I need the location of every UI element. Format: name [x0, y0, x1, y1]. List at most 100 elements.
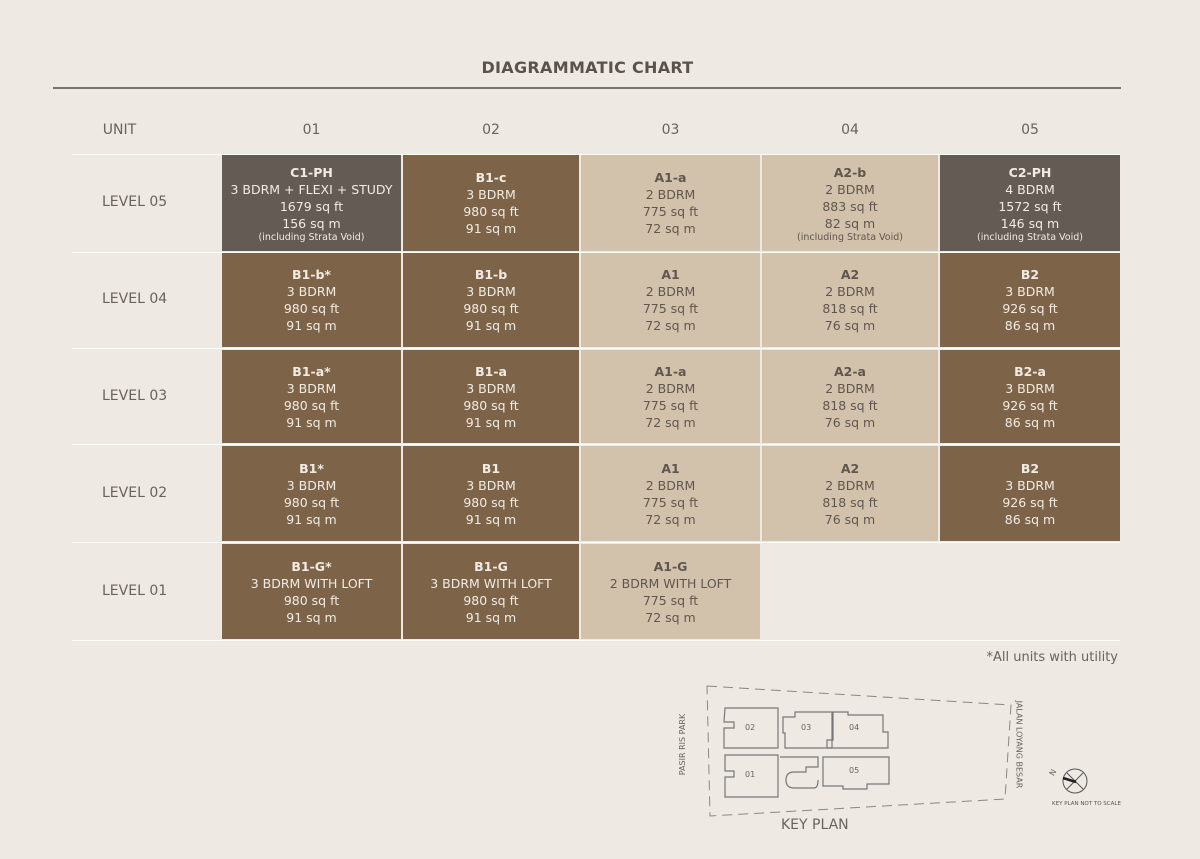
- unit-type: 2 BDRM: [825, 380, 875, 396]
- unit-type: 2 BDRM: [825, 284, 875, 299]
- north-arrow-icon: [1062, 768, 1088, 794]
- road-label-left: PASIR RIS PARK: [678, 713, 688, 776]
- unit-cell: A1 2 BDRM 775 sq ft 72 sq m: [581, 446, 760, 541]
- unit-cell: A2-b 2 BDRM 883 sq ft 82 sq m (including Str…: [762, 155, 938, 251]
- key-plan-label: KEY PLAN: [781, 817, 849, 833]
- unit-type: 2 BDRM: [645, 477, 696, 493]
- unit-code: A1: [661, 460, 680, 476]
- key-plan-diagram: [706, 685, 1012, 817]
- unit-sqm: 76 sq m: [824, 511, 876, 527]
- unit-code: B1*: [299, 460, 324, 476]
- unit-type: 3 BDRM: [466, 187, 516, 202]
- unit-cell: B1-b 3 BDRM 980 sq ft 91 sq m: [403, 253, 579, 347]
- unit-sqm: 91 sq m: [286, 511, 337, 527]
- unit-code: C1-PH: [290, 164, 333, 180]
- road-label-right: JALAN LOYANG BESAR: [1014, 700, 1024, 789]
- unit-type: 3 BDRM WITH LOFT: [430, 575, 552, 591]
- unit-block-05: [822, 756, 890, 790]
- column-header: 02: [482, 122, 500, 138]
- unit-sqft: 775 sq ft: [642, 592, 699, 608]
- unit-sqft: 926 sq ft: [1002, 494, 1058, 510]
- unit-sqft: 980 sq ft: [463, 592, 519, 608]
- unit-cell: B1* 3 BDRM 980 sq ft 91 sq m: [222, 446, 401, 541]
- unit-cell: B1-a* 3 BDRM 980 sq ft 91 sq m: [222, 350, 401, 443]
- unit-sqft: 980 sq ft: [283, 592, 340, 608]
- unit-code: B1-a*: [292, 363, 331, 379]
- key-plan-unit-label: 01: [745, 770, 756, 779]
- unit-type: 2 BDRM: [645, 380, 696, 396]
- unit-sqft: 980 sq ft: [283, 397, 340, 413]
- unit-sqft: 980 sq ft: [283, 494, 340, 510]
- unit-sqm: 91 sq m: [286, 609, 337, 625]
- unit-sqm: 86 sq m: [1004, 511, 1056, 527]
- unit-sqft: 926 sq ft: [1002, 301, 1058, 316]
- unit-cell: B2 3 BDRM 926 sq ft 86 sq m: [940, 253, 1120, 347]
- unit-note: (including Strata Void): [258, 231, 365, 243]
- unit-cell: B1 3 BDRM 980 sq ft 91 sq m: [403, 446, 579, 541]
- unit-code: A1: [661, 267, 680, 282]
- unit-code: B1-a: [475, 363, 507, 379]
- unit-sqft: 1572 sq ft: [998, 198, 1062, 214]
- site-boundary: [706, 685, 1012, 817]
- unit-type: 3 BDRM WITH LOFT: [250, 575, 373, 591]
- unit-sqm: 86 sq m: [1004, 414, 1056, 430]
- unit-cell: B1-G 3 BDRM WITH LOFT 980 sq ft 91 sq m: [403, 544, 579, 639]
- unit-cell: B1-a 3 BDRM 980 sq ft 91 sq m: [403, 350, 579, 443]
- unit-sqm: 156 sq m: [282, 215, 341, 231]
- unit-sqft: 818 sq ft: [822, 494, 878, 510]
- unit-sqm: 91 sq m: [465, 414, 517, 430]
- unit-sqft: 980 sq ft: [463, 301, 519, 316]
- column-header: 05: [1021, 122, 1039, 138]
- unit-cell: C2-PH 4 BDRM 1572 sq ft 146 sq m (including …: [940, 155, 1120, 251]
- unit-cell: A1-G 2 BDRM WITH LOFT 775 sq ft 72 sq m: [581, 544, 760, 639]
- unit-sqft: 775 sq ft: [642, 204, 699, 219]
- unit-note: (including Strata Void): [977, 231, 1083, 243]
- unit-code: A2: [840, 267, 860, 282]
- unit-type: 2 BDRM: [825, 477, 875, 493]
- unit-sqm: 72 sq m: [645, 318, 696, 333]
- unit-type: 3 BDRM: [466, 380, 516, 396]
- unit-sqft: 980 sq ft: [283, 301, 340, 316]
- unit-sqft: 1679 sq ft: [279, 198, 344, 214]
- unit-sqm: 91 sq m: [465, 221, 517, 236]
- scale-note: KEY PLAN NOT TO SCALE: [1052, 801, 1121, 807]
- unit-type: 4 BDRM: [1005, 181, 1055, 197]
- unit-sqft: 775 sq ft: [642, 494, 699, 510]
- unit-code: A1-a: [654, 363, 687, 379]
- unit-sqm: 72 sq m: [645, 609, 696, 625]
- footnote: *All units with utility: [986, 650, 1118, 665]
- column-header: 04: [841, 122, 859, 138]
- unit-code: B1-G*: [291, 558, 332, 574]
- unit-sqm: 91 sq m: [286, 414, 337, 430]
- unit-cell: A1-a 2 BDRM 775 sq ft 72 sq m: [581, 155, 760, 251]
- level-label: LEVEL 04: [102, 291, 168, 307]
- unit-sqm: 86 sq m: [1004, 318, 1056, 333]
- unit-code: B1-b*: [292, 267, 331, 282]
- column-header: 01: [302, 122, 321, 138]
- unit-cell: B2 3 BDRM 926 sq ft 86 sq m: [940, 446, 1120, 541]
- unit-type: 3 BDRM: [286, 380, 337, 396]
- key-plan-unit-label: 05: [849, 766, 860, 775]
- level-label: LEVEL 01: [102, 582, 168, 599]
- unit-code: A2-a: [834, 363, 866, 379]
- unit-type: 2 BDRM WITH LOFT: [609, 575, 732, 591]
- unit-type: 2 BDRM: [645, 284, 696, 299]
- unit-type: 3 BDRM: [466, 477, 516, 493]
- unit-sqft: 980 sq ft: [463, 494, 519, 510]
- unit-code: B2: [1020, 267, 1040, 282]
- unit-sqm: 91 sq m: [286, 318, 337, 333]
- unit-code: B1: [481, 460, 501, 476]
- level-label: LEVEL 05: [102, 194, 168, 210]
- unit-block-01: [724, 754, 779, 798]
- unit-type: 2 BDRM: [825, 181, 875, 197]
- page-title: DIAGRAMMATIC CHART: [481, 58, 694, 77]
- level-label: LEVEL 03: [102, 387, 168, 404]
- unit-cell: A1-a 2 BDRM 775 sq ft 72 sq m: [581, 350, 760, 443]
- row-divider: [72, 640, 1120, 641]
- unit-type: 3 BDRM: [286, 477, 337, 493]
- unit-type: 3 BDRM + FLEXI + STUDY: [230, 181, 393, 197]
- unit-code: B1-G: [474, 558, 508, 574]
- unit-code: B1-b: [474, 267, 508, 282]
- unit-sqm: 76 sq m: [824, 414, 876, 430]
- unit-sqm: 91 sq m: [465, 609, 517, 625]
